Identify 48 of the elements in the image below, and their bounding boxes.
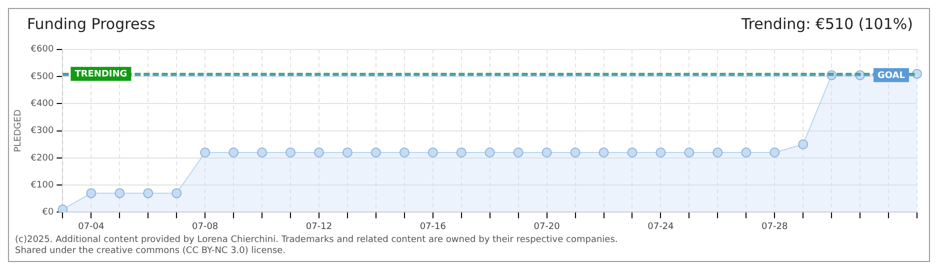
point [257,148,268,158]
point [712,148,723,158]
point [114,188,125,198]
point [200,148,210,158]
point [684,148,694,158]
x-tick-label: 07-08 [192,222,218,232]
point [370,148,381,158]
y-tick-label: €400 [30,99,54,110]
x-tick-label: 07-28 [762,222,788,232]
point [770,148,780,158]
point [741,148,752,158]
x-tick-label: 07-04 [78,222,105,232]
y-tick-label: €100 [30,180,54,190]
point [286,148,296,158]
y-tick-label: €0 [42,208,54,218]
point [342,148,352,158]
y-tick-label: €300 [30,126,54,136]
point [912,68,922,79]
y-tick-label: €600 [30,44,54,55]
text: Shared under the creative commons (CC BY-NC 3.0) license. [15,246,287,257]
point [542,148,552,158]
x-tick-label: 07-24 [648,222,674,232]
point [656,148,666,158]
y-tick-label: €500 [30,72,54,82]
point [143,188,154,198]
point [484,148,495,158]
text: (c)2025. Additional content provided by Lorena Chierchini. Trademarks and related content are owned by their respective companies. [15,235,619,246]
chart-title: Funding Progress [27,15,156,35]
point [456,148,466,158]
ref-line-label: GOAL [878,71,906,82]
point [798,139,808,150]
y-tick-label: €200 [30,153,54,164]
x-tick-label: 07-20 [534,222,560,232]
point [570,148,580,158]
ref-line-label: TRENDING [74,70,128,80]
x-tick-label: 07-16 [420,222,446,232]
point [513,148,524,158]
point [172,188,182,198]
chart-subtitle: Trending: €510 (101%) [741,15,913,35]
point [314,148,324,158]
point [598,148,609,158]
point [228,148,239,158]
y-axis-title: PLEDGED [14,109,24,152]
point [627,148,638,158]
x-tick-label: 07-12 [306,222,332,232]
point [86,188,96,198]
point [399,148,410,158]
point [428,148,438,158]
